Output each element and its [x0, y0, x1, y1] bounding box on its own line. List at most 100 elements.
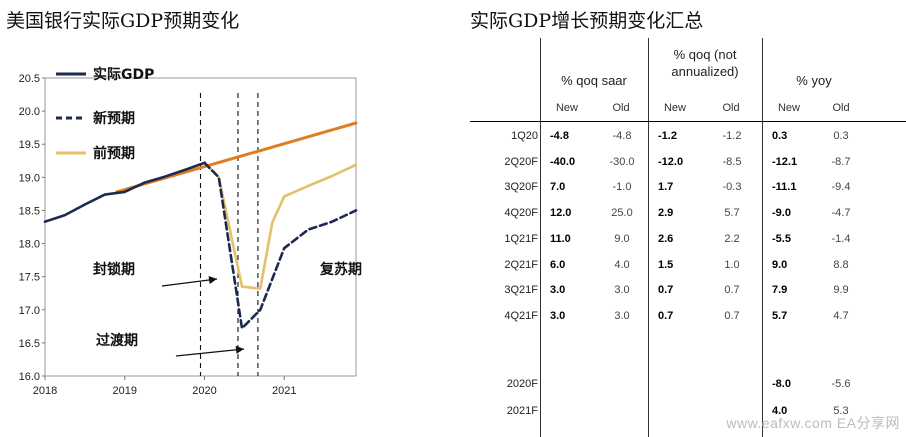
cell-new: 3.0: [550, 309, 566, 322]
y-tick-label: 16.5: [19, 338, 40, 350]
cell-new: 12.0: [550, 207, 572, 220]
table-row: 3Q21F 3.0 3.0 0.7 0.7 7.9 9.9: [470, 279, 906, 301]
cell-new: 0.7: [658, 284, 674, 297]
table-row: 2Q21F 6.0 4.0 1.5 1.0 9.0 8.8: [470, 254, 906, 276]
cell-new: 2.6: [658, 232, 674, 245]
cell-old: 1.0: [724, 258, 740, 271]
cell-old: -1.0: [612, 181, 632, 194]
cell-new: -4.8: [550, 130, 569, 142]
table-row: 1Q20 -4.8 -4.8 -1.2 -1.2 0.3 0.3: [470, 125, 906, 147]
cell-new: 6.0: [550, 258, 566, 271]
header-rule: [470, 121, 906, 122]
cell-old: -4.7: [831, 207, 851, 220]
cell-new: 11.0: [550, 232, 571, 245]
row-label: 3Q20F: [504, 181, 538, 194]
subheader-new: New: [777, 102, 800, 114]
table-divider: [540, 38, 541, 437]
legend-label: 实际GDP: [93, 66, 154, 83]
cell-old: 9.0: [614, 232, 630, 245]
y-tick-label: 20.5: [19, 73, 40, 85]
row-label: 3Q21F: [504, 284, 538, 297]
header-yoy: % yoy: [796, 73, 832, 88]
cell-new: 7.9: [772, 284, 788, 297]
cell-old: -30.0: [609, 155, 635, 168]
cell-new: -40.0: [550, 155, 576, 168]
cell-old: 5.7: [724, 207, 740, 220]
table-row: 4Q20F 12.0 25.0 2.9 5.7 -9.0 -4.7: [470, 202, 906, 224]
table-row: 2021F 4.0 5.3: [470, 400, 906, 422]
cell-old: 0.7: [724, 309, 740, 322]
cell-new: -5.5: [772, 232, 791, 245]
cell-old: -9.4: [831, 181, 851, 194]
cell-new: -8.0: [772, 378, 791, 390]
cell-old: -1.4: [831, 232, 851, 245]
cell-old: 2.2: [724, 232, 740, 245]
cell-new: 2.9: [658, 207, 674, 220]
arrow-line: [161, 278, 218, 287]
y-tick-label: 19.5: [19, 139, 40, 151]
cell-new: 7.0: [550, 181, 566, 194]
x-tick-label: 2019: [113, 385, 137, 397]
cell-old: -8.5: [722, 155, 742, 168]
phase-annotation: 过渡期: [96, 332, 138, 349]
cell-new: -12.1: [772, 155, 798, 168]
legend-label: 前预期: [93, 145, 135, 162]
cell-new: 1.5: [658, 258, 674, 271]
cell-new: 0.7: [658, 309, 674, 322]
header-qoq-saar: % qoq saar: [561, 73, 627, 88]
cell-old: -5.6: [831, 378, 851, 390]
subheader-new: New: [555, 102, 578, 114]
table-row: 1Q21F 11.0 9.0 2.6 2.2 -5.5 -1.4: [470, 228, 906, 250]
legend-label: 新预期: [93, 110, 135, 127]
row-label: 4Q21F: [504, 309, 538, 322]
table-title: 实际GDP增长预期变化汇总: [470, 10, 704, 32]
x-tick-label: 2018: [33, 385, 57, 397]
cell-old: -0.3: [722, 181, 742, 194]
chart-title: 美国银行实际GDP预期变化: [6, 10, 240, 32]
arrow-line: [175, 348, 245, 357]
cell-new: 5.7: [772, 309, 788, 322]
cell-old: -4.8: [612, 130, 632, 142]
subheader-old: Old: [612, 102, 630, 114]
phase-annotation: 复苏期: [319, 261, 362, 278]
table-divider: [762, 38, 763, 437]
cell-old: 4.7: [833, 309, 849, 322]
y-tick-label: 18.0: [19, 239, 40, 251]
cell-old: -8.7: [831, 155, 851, 168]
arrow-head: [235, 345, 244, 354]
cell-new: 9.0: [772, 258, 788, 271]
table-row: 3Q20F 7.0 -1.0 1.7 -0.3 -11.1 -9.4: [470, 176, 906, 198]
header-qoq-not-annualized: % qoq (not annualized): [671, 47, 739, 79]
cell-old: 0.3: [833, 130, 849, 142]
subheader-old: Old: [832, 102, 850, 114]
table-row: 4Q21F 3.0 3.0 0.7 0.7 5.7 4.7: [470, 305, 906, 327]
table-row: 2020F -8.0 -5.6: [470, 373, 906, 395]
cell-old: 4.0: [614, 258, 630, 271]
series-line: [203, 161, 358, 290]
cell-new: -9.0: [772, 207, 791, 220]
row-label: 2Q20F: [504, 155, 538, 168]
growth-forecast-table: % qoq saar % qoq (not annualized) % yoy …: [470, 38, 906, 437]
subheader-new: New: [663, 102, 686, 114]
cell-new: -1.2: [658, 130, 677, 142]
series-line: [203, 161, 358, 330]
y-tick-label: 19.0: [19, 172, 40, 184]
cell-new: 0.3: [772, 130, 788, 142]
cell-new: -11.1: [772, 181, 797, 194]
cell-new: 4.0: [772, 405, 788, 417]
y-tick-label: 18.5: [19, 205, 40, 217]
cell-old: 5.3: [833, 405, 849, 417]
cell-old: 3.0: [614, 284, 630, 297]
cell-new: 1.7: [658, 181, 674, 194]
row-label: 2021F: [506, 405, 538, 417]
gdp-forecast-chart: 20.5 20.0 19.5 19.0 18.5 18.0 17.5 17.0 16.5 16.0…: [19, 66, 362, 397]
x-tick-label: 2021: [272, 385, 296, 397]
x-tick-label: 2020: [192, 385, 216, 397]
cell-new: 3.0: [550, 284, 566, 297]
table-row: 2Q20F -40.0 -30.0 -12.0 -8.5 -12.1 -8.7: [470, 151, 906, 173]
row-label: 1Q21F: [504, 232, 538, 245]
cell-old: 0.7: [724, 284, 740, 297]
y-tick-label: 17.5: [19, 272, 40, 284]
y-tick-label: 16.0: [19, 371, 40, 383]
cell-old: -1.2: [722, 130, 742, 142]
